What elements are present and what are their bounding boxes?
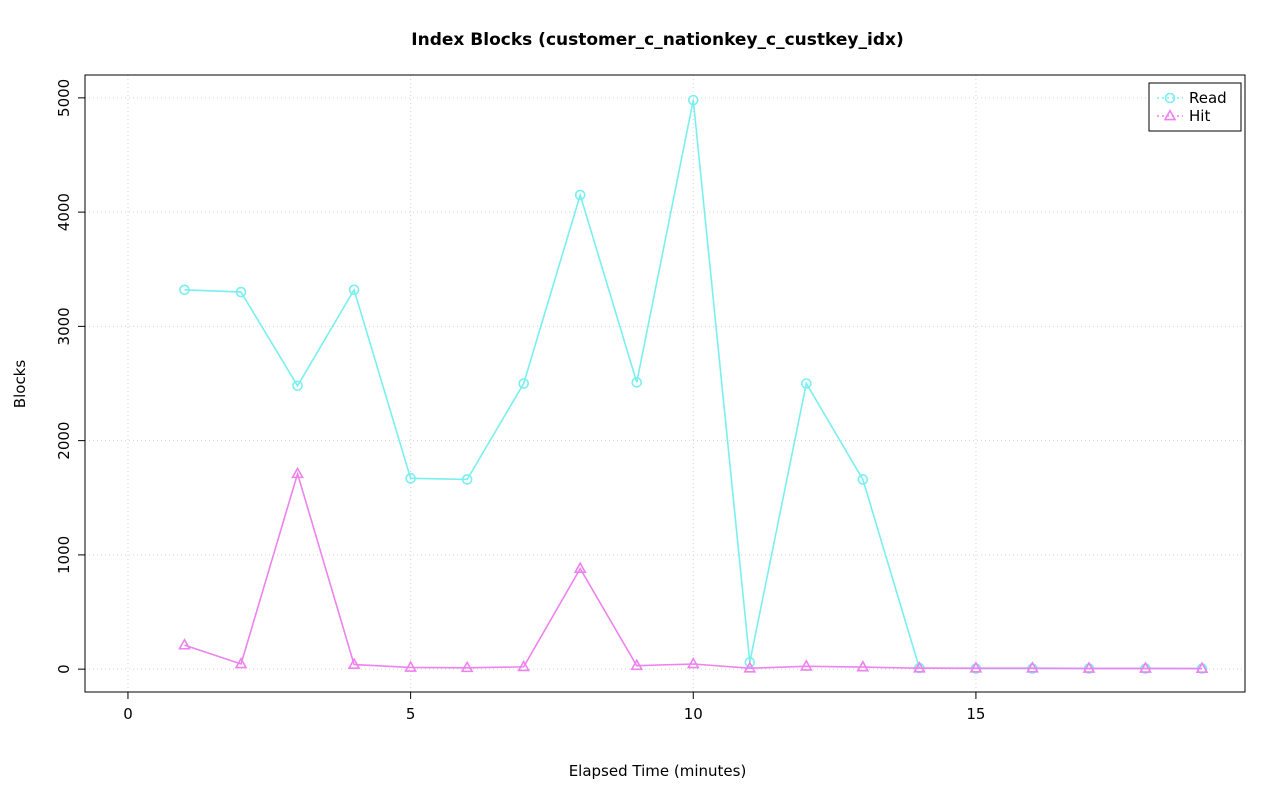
svg-text:0: 0 [123, 705, 133, 723]
svg-text:1000: 1000 [55, 536, 73, 574]
svg-text:15: 15 [966, 705, 985, 723]
y-axis-ticks: 0 1000 2000 3000 4000 5000 [55, 79, 85, 674]
series-read [179, 94, 1208, 674]
series-hit [178, 466, 1209, 673]
svg-text:0: 0 [55, 664, 73, 674]
x-axis-label: Elapsed Time (minutes) [568, 762, 747, 780]
legend-label-hit: Hit [1189, 107, 1210, 125]
svg-text:10: 10 [684, 705, 703, 723]
svg-text:2000: 2000 [55, 422, 73, 460]
chart-title: Index Blocks (customer_c_nationkey_c_cus… [411, 30, 904, 50]
svg-text:4000: 4000 [55, 193, 73, 231]
svg-text:5000: 5000 [55, 79, 73, 117]
svg-text:5: 5 [406, 705, 416, 723]
x-axis-ticks: 0 5 10 15 [123, 692, 985, 723]
plot-frame [84, 74, 1246, 693]
grid [85, 75, 1245, 692]
svg-text:3000: 3000 [55, 307, 73, 345]
legend-label-read: Read [1189, 89, 1227, 107]
y-axis-label: Blocks [11, 359, 29, 409]
